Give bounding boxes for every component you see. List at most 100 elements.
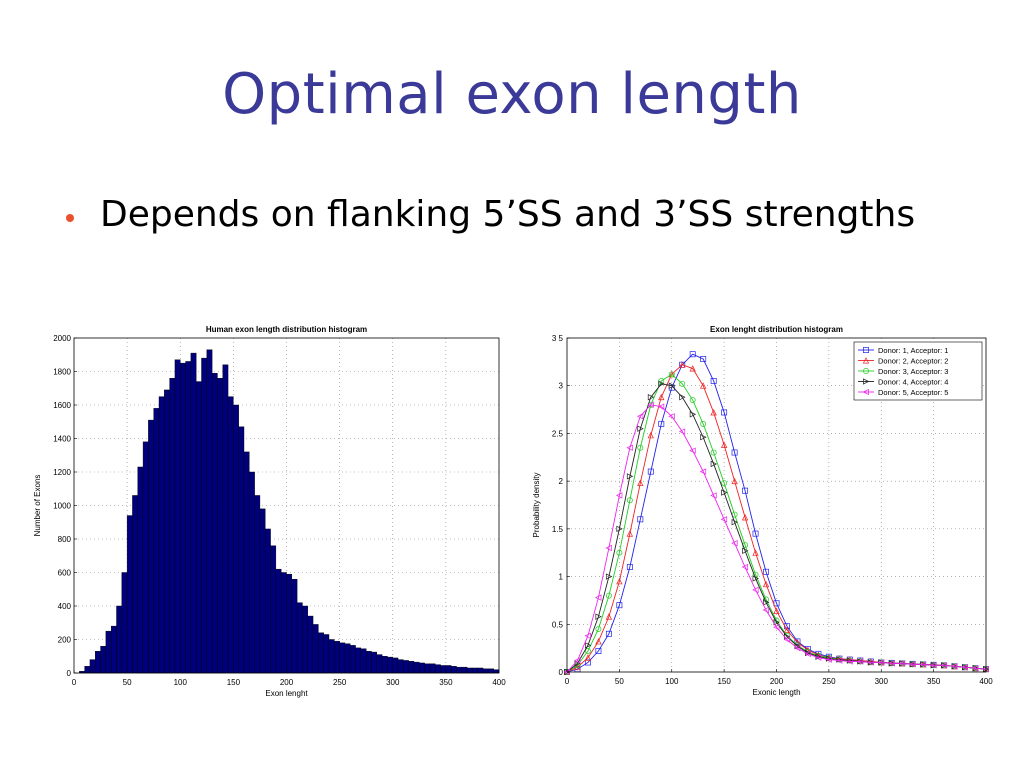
histogram-bar (195, 381, 202, 674)
histogram-bar (365, 651, 372, 674)
legend: Donor: 1, Acceptor: 1 Donor: 2, Acceptor:… (853, 341, 983, 401)
histogram-bar (174, 359, 181, 674)
y-tick-label: 2.5 (552, 429, 564, 438)
x-tick-label: 150 (717, 677, 731, 686)
histogram-bar (84, 666, 91, 674)
histogram-bar (376, 654, 383, 674)
histogram-bar (334, 640, 340, 674)
data-point (752, 549, 759, 556)
histogram-bar (180, 362, 186, 674)
histogram-bar (450, 666, 457, 674)
histogram-bar (153, 408, 160, 674)
data-point (689, 365, 696, 372)
data-point (678, 428, 686, 435)
x-tick-label: 300 (875, 677, 889, 686)
data-point (762, 580, 770, 588)
histogram-bar (132, 495, 138, 674)
histogram-bar (355, 647, 362, 674)
data-point (972, 665, 979, 672)
data-point (637, 425, 644, 432)
data-point (720, 516, 728, 523)
histogram-bar (169, 378, 176, 674)
data-point (605, 544, 612, 552)
data-point (930, 662, 937, 669)
histogram-bar (493, 669, 500, 674)
histogram-bar (185, 361, 192, 674)
y-tick-label: 0 (559, 668, 564, 677)
legend-label: Donor: 2, Acceptor: 2 (878, 357, 948, 366)
histogram-bar (456, 666, 463, 674)
legend-marker (862, 357, 870, 364)
histogram-bar (440, 665, 447, 674)
histogram-bar (392, 657, 399, 674)
histogram-svg: 0 50 100 150 200 250 300 350 400 0 200 400 600 800 100… (33, 325, 506, 698)
histogram-bar (403, 660, 409, 674)
data-point (794, 644, 801, 652)
x-tick-label: 0 (72, 678, 77, 687)
y-axis-label: Probability density (532, 473, 541, 538)
data-point (647, 393, 655, 401)
histogram-bar (307, 615, 314, 674)
data-point (731, 477, 738, 485)
data-point (689, 411, 697, 418)
density-svg: 0 50 100 150 200 250 300 350 400 0 0.5 1 1.5 2 2.5 3 3 5… (532, 325, 993, 697)
data-point (898, 660, 906, 667)
data-point (721, 409, 728, 416)
histogram-bar (291, 579, 298, 674)
data-point (668, 371, 675, 378)
histogram-bar (302, 605, 308, 674)
data-point (909, 661, 916, 668)
histogram-bar (126, 515, 133, 674)
histogram-bar (227, 396, 234, 674)
histogram-bar (233, 404, 239, 674)
data-point (595, 626, 602, 633)
data-point (668, 382, 676, 389)
data-point (595, 594, 602, 601)
y-tick-label: 3 5 (552, 334, 564, 343)
histogram-bar (265, 528, 271, 674)
data-point (783, 636, 790, 643)
data-point (647, 468, 654, 475)
data-point (752, 530, 759, 537)
histogram-bar (105, 630, 112, 674)
histogram-bar (222, 364, 229, 674)
data-point (658, 420, 665, 427)
histogram-bar (116, 605, 123, 674)
y-tick-label: 2 (559, 477, 564, 486)
data-point (585, 648, 591, 654)
data-point (605, 592, 612, 599)
histogram-bar (461, 666, 468, 674)
data-point (856, 658, 864, 665)
data-point (700, 356, 707, 362)
data-point (815, 654, 822, 661)
data-point (700, 420, 707, 427)
data-point (794, 638, 801, 645)
data-point (742, 547, 749, 554)
bullet-marker (62, 192, 78, 222)
histogram-bar (328, 639, 335, 674)
legend-marker (863, 368, 869, 374)
legend-box (853, 341, 983, 401)
histogram-bar (280, 572, 287, 674)
histogram-bar (158, 396, 165, 674)
histogram-bar (100, 646, 107, 674)
data-point (700, 382, 707, 389)
histogram-bar (270, 545, 277, 674)
x-tick-label: 400 (979, 677, 993, 686)
x-tick-label: 400 (492, 678, 506, 687)
histogram-bar (397, 659, 404, 674)
data-point (636, 413, 644, 420)
data-point (626, 530, 634, 537)
data-point (689, 447, 696, 454)
x-tick-label: 200 (280, 678, 294, 687)
data-point (720, 441, 728, 448)
y-tick-label: 1800 (53, 368, 71, 377)
data-point (595, 638, 602, 645)
legend-label: Donor: 5, Acceptor: 5 (878, 388, 948, 397)
histogram-bar (121, 572, 128, 674)
y-tick-label: 1000 (53, 502, 71, 511)
data-point (940, 662, 948, 669)
histogram-bar (424, 663, 431, 674)
data-point (595, 648, 602, 654)
data-point (658, 380, 665, 387)
